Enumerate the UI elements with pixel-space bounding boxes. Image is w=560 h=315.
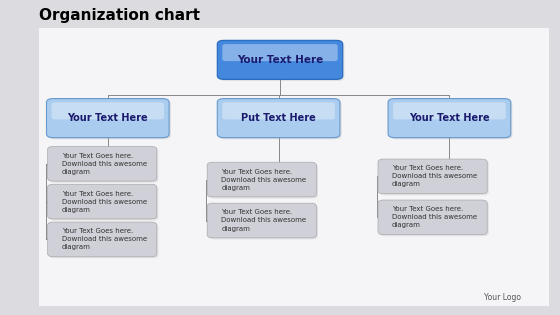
Text: Your Text Here: Your Text Here: [237, 55, 323, 65]
FancyBboxPatch shape: [378, 159, 487, 194]
Text: Your Text Goes here.
Download this awesome
diagram: Your Text Goes here. Download this aweso…: [62, 228, 147, 250]
Text: Your Text Goes here.
Download this awesome
diagram: Your Text Goes here. Download this aweso…: [221, 169, 306, 191]
FancyBboxPatch shape: [49, 148, 158, 183]
FancyBboxPatch shape: [49, 186, 158, 220]
FancyBboxPatch shape: [48, 100, 171, 139]
FancyBboxPatch shape: [378, 200, 487, 235]
FancyBboxPatch shape: [222, 102, 335, 119]
FancyBboxPatch shape: [48, 184, 157, 219]
FancyBboxPatch shape: [217, 40, 343, 79]
FancyBboxPatch shape: [219, 100, 342, 139]
FancyBboxPatch shape: [217, 99, 340, 138]
Text: Your Text Goes here.
Download this awesome
diagram: Your Text Goes here. Download this aweso…: [62, 153, 147, 175]
Text: Your Text Goes here.
Download this awesome
diagram: Your Text Goes here. Download this aweso…: [392, 165, 477, 187]
FancyBboxPatch shape: [209, 164, 318, 198]
FancyBboxPatch shape: [48, 222, 157, 257]
FancyBboxPatch shape: [388, 99, 511, 138]
FancyBboxPatch shape: [380, 161, 489, 195]
FancyBboxPatch shape: [207, 162, 316, 197]
Text: Your Logo: Your Logo: [484, 293, 521, 302]
FancyBboxPatch shape: [209, 205, 318, 239]
FancyBboxPatch shape: [48, 146, 157, 181]
Text: Put Text Here: Put Text Here: [241, 113, 316, 123]
FancyBboxPatch shape: [207, 203, 316, 238]
FancyBboxPatch shape: [393, 102, 506, 119]
FancyBboxPatch shape: [39, 28, 549, 306]
FancyBboxPatch shape: [52, 102, 164, 119]
Text: Your Text Here: Your Text Here: [68, 113, 148, 123]
Text: Organization chart: Organization chart: [39, 8, 200, 23]
Text: Your Text Here: Your Text Here: [409, 113, 489, 123]
FancyBboxPatch shape: [219, 42, 344, 81]
Text: Your Text Goes here.
Download this awesome
diagram: Your Text Goes here. Download this aweso…: [392, 206, 477, 228]
FancyBboxPatch shape: [380, 202, 489, 236]
FancyBboxPatch shape: [46, 99, 169, 138]
FancyBboxPatch shape: [49, 224, 158, 258]
FancyBboxPatch shape: [222, 44, 338, 61]
Text: Your Text Goes here.
Download this awesome
diagram: Your Text Goes here. Download this aweso…: [221, 209, 306, 232]
Text: Your Text Goes here.
Download this awesome
diagram: Your Text Goes here. Download this aweso…: [62, 191, 147, 213]
FancyBboxPatch shape: [390, 100, 512, 139]
